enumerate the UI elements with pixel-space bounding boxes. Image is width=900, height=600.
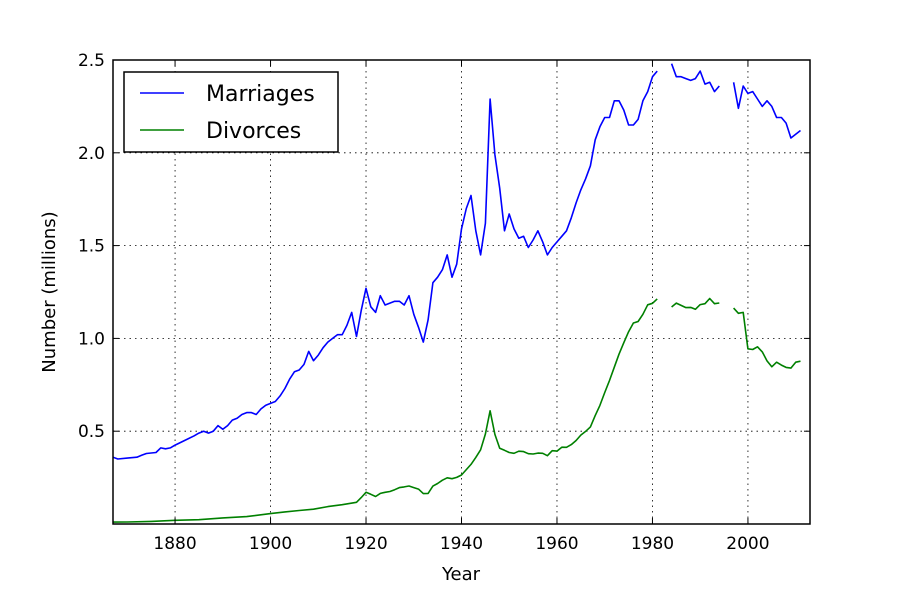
y-axis-label: Number (millions) [39, 211, 60, 372]
marriages-line-segment [732, 82, 801, 139]
divorces-line-segment [113, 298, 658, 523]
marriages-line-segment [113, 70, 658, 460]
divorces-line-segment [733, 307, 801, 369]
y-tick-label: 1.5 [78, 237, 105, 257]
legend: Marriages Divorces [123, 71, 339, 153]
divorces-line-segment [671, 297, 720, 311]
x-tick-label: 1980 [631, 534, 674, 554]
x-axis-label: Year [441, 564, 481, 585]
x-tick-label: 1880 [153, 534, 196, 554]
series-marriages [113, 63, 801, 460]
x-tick-label: 2000 [726, 534, 769, 554]
ticks: 1880 1900 1920 1940 1960 1980 2000 0.5 1.0 1.5 2.0… [78, 51, 810, 554]
series-layer [113, 63, 801, 523]
y-tick-label: 2.5 [78, 51, 105, 71]
y-tick-label: 0.5 [78, 422, 105, 442]
legend-label-marriages: Marriages [206, 82, 315, 107]
x-tick-label: 1960 [535, 534, 578, 554]
legend-label-divorces: Divorces [206, 119, 301, 144]
series-divorces [113, 297, 801, 523]
x-tick-label: 1900 [249, 534, 292, 554]
x-tick-label: 1940 [440, 534, 483, 554]
legend-box [123, 71, 339, 153]
x-tick-label: 1920 [344, 534, 387, 554]
y-tick-label: 1.0 [78, 329, 105, 349]
marriages-line-segment [670, 63, 720, 93]
y-tick-label: 2.0 [78, 144, 105, 164]
